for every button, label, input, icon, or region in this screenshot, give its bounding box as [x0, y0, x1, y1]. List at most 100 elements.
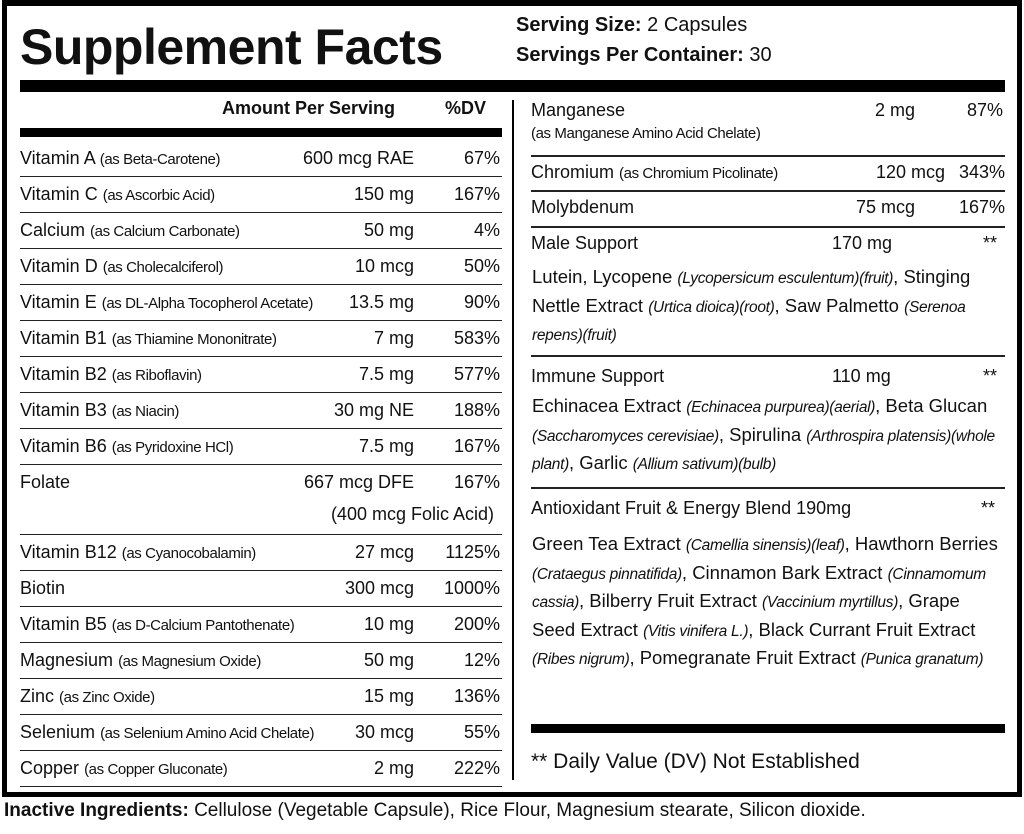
ingredient-latin: (Camellia sinensis)(leaf): [685, 537, 845, 554]
ingredient-latin: (Allium sativum)(bulb): [632, 456, 777, 473]
nutrient-amount: 15 mg: [363, 686, 414, 706]
nutrient-source: (as Magnesium Oxide): [118, 653, 261, 670]
nutrient-row: Calcium (as Calcium Carbonate) 50 mg 4%: [20, 212, 502, 249]
ingredient-latin: (Arthrospira platensis)(whole plant): [532, 427, 995, 474]
nutrient-name-group: Vitamin B5 (as D-Calcium Pantothenate): [20, 614, 295, 635]
nutrient-name-group: Vitamin A (as Beta-Carotene): [20, 148, 220, 169]
ingredient-latin: (Echinacea purpurea)(aerial): [686, 399, 876, 416]
nutrient-source: (as Chromium Picolinate): [619, 165, 778, 182]
nutrient-name: Chromium: [531, 162, 615, 182]
nutrient-name-group: Selenium (as Selenium Amino Acid Chelate…: [20, 722, 314, 743]
nutrient-source: (as Niacin): [111, 403, 180, 420]
nutrient-source: (as Beta-Carotene): [99, 151, 221, 168]
nutrient-row-chromium: Chromium (as Chromium Picolinate) 120 mc…: [531, 162, 1005, 190]
nutrient-amount: 30 mcg: [354, 722, 414, 742]
nutrient-name-group: Vitamin B3 (as Niacin): [20, 400, 179, 421]
nutrient-amount: 2 mg: [373, 758, 414, 778]
nutrient-name: Vitamin C: [20, 184, 98, 204]
nutrient-name-group: Vitamin B12 (as Cyanocobalamin): [20, 542, 256, 563]
nutrient-dv: 167%: [453, 184, 500, 204]
nutrient-amount: 7.5 mg: [358, 436, 414, 456]
nutrient-name-group: Folate: [20, 472, 70, 493]
nutrient-name: Molybdenum: [531, 197, 635, 217]
nutrient-dv: 188%: [453, 400, 500, 420]
label-frame: [2, 0, 1022, 797]
ingredient-name: Lutein, Lycopene: [532, 266, 678, 287]
dv-footnote: ** Daily Value (DV) Not Established: [531, 750, 860, 773]
nutrient-dv: 167%: [453, 472, 500, 492]
nutrient-name-group: Vitamin E (as DL-Alpha Tocopherol Acetat…: [20, 292, 313, 313]
blend-amount: 110 mg: [832, 366, 891, 386]
nutrient-source: (as Riboflavin): [111, 367, 202, 384]
nutrient-dv: 12%: [463, 650, 500, 670]
nutrient-dv: 167%: [453, 436, 500, 456]
header-divider-bar: [20, 128, 502, 137]
nutrient-amount: 10 mcg: [354, 256, 414, 276]
ingredient-separator: , Cinnamon Bark Extract: [681, 561, 888, 583]
ingredient-latin: (Ribes nigrum): [532, 651, 630, 668]
ingredient-separator: , Pomegranate Fruit Extract: [629, 647, 861, 668]
nutrient-dv: 343%: [958, 162, 1005, 182]
ingredient-separator: , Saw Palmetto: [774, 294, 905, 316]
nutrient-name: Vitamin A: [20, 148, 95, 168]
nutrient-dv: 577%: [453, 364, 500, 384]
inactive-ingredients: Inactive Ingredients: Cellulose (Vegetab…: [4, 800, 866, 822]
amount-header: Amount Per Serving: [222, 98, 396, 118]
blend-dv: **: [980, 498, 995, 518]
serving-size: Serving Size: 2 Capsules: [516, 14, 747, 37]
nutrient-row: Magnesium (as Magnesium Oxide) 50 mg 12%: [20, 642, 502, 679]
ingredient-separator: , Hawthorn Berries: [844, 533, 998, 554]
nutrient-source: (as Manganese Amino Acid Chelate): [531, 125, 761, 142]
ingredient-separator: , Garlic: [568, 452, 633, 473]
nutrient-amount: 75 mcg: [855, 197, 915, 217]
ingredient-latin: (Vaccinium myrtillus): [761, 594, 899, 611]
nutrient-row: Vitamin C (as Ascorbic Acid) 150 mg 167%: [20, 176, 502, 213]
nutrient-name-group: Vitamin D (as Cholecalciferol): [20, 256, 224, 277]
inactive-label: Inactive Ingredients:: [4, 800, 189, 821]
nutrient-name-group: Biotin: [20, 578, 65, 599]
nutrient-row: Vitamin B5 (as D-Calcium Pantothenate) 10…: [20, 606, 502, 643]
ingredient-separator: , Black Currant Fruit Extract: [748, 618, 976, 640]
blend-male-support: Male Support 170 mg **: [531, 233, 1005, 261]
nutrient-source: (as Zinc Oxide): [59, 689, 155, 706]
ingredient-latin: (Saccharomyces cerevisiae): [532, 427, 719, 445]
dv-header: %DV: [445, 98, 487, 118]
servings-per-container-label: Servings Per Container:: [516, 44, 744, 66]
nutrient-amount: 7 mg: [373, 328, 414, 348]
nutrient-name: Vitamin E: [20, 292, 97, 312]
nutrient-row: Vitamin D (as Cholecalciferol) 10 mcg 50%: [20, 248, 502, 285]
ingredient-latin: (Crataegus pinnatifida): [532, 565, 682, 583]
top-divider-bar: [20, 80, 1005, 92]
row-divider: [531, 487, 1005, 489]
nutrient-name: Vitamin B12: [20, 542, 117, 562]
blend-amount: 170 mg: [832, 233, 893, 253]
nutrient-dv: 167%: [958, 197, 1005, 217]
nutrient-name: Manganese: [531, 100, 626, 120]
nutrient-name-group: Vitamin B2 (as Riboflavin): [20, 364, 202, 385]
nutrient-row: Vitamin B12 (as Cyanocobalamin) 27 mcg 112…: [20, 534, 502, 571]
row-divider: [531, 226, 1005, 228]
blend-name: Male Support: [531, 233, 639, 253]
nutrient-source: (as Selenium Amino Acid Chelate): [100, 725, 315, 742]
ingredient-latin: (Lycopersicum esculentum)(fruit): [677, 270, 894, 287]
label-title: Supplement Facts: [20, 19, 443, 75]
nutrient-amount: 150 mg: [353, 184, 414, 204]
column-divider: [512, 100, 514, 780]
ingredient-separator: , Bilberry Fruit Extract: [579, 590, 762, 611]
nutrient-row: Vitamin B1 (as Thiamine Mononitrate) 7 mg…: [20, 320, 502, 357]
nutrient-row: Biotin 300 mcg 1000%: [20, 570, 502, 607]
immune-support-ingredients: Echinacea Extract (Echinacea purpurea)(a…: [532, 393, 1002, 479]
ingredient-latin: (Punica granatum): [860, 651, 984, 668]
serving-size-value: 2 Capsules: [647, 14, 748, 36]
nutrient-name-group: Calcium (as Calcium Carbonate): [20, 220, 240, 241]
ingredient-latin: (Serenoa repens)(fruit): [532, 298, 966, 345]
nutrient-dv: 87%: [966, 100, 1003, 120]
nutrient-row: Folate 667 mcg DFE 167% (400 mcg Folic Aci…: [20, 464, 502, 535]
nutrient-name-group: Magnesium (as Magnesium Oxide): [20, 650, 261, 671]
nutrient-name-group: Vitamin B1 (as Thiamine Mononitrate): [20, 328, 277, 349]
nutrient-name: Biotin: [20, 578, 66, 598]
nutrient-amount: 300 mcg: [344, 578, 414, 598]
nutrient-row: Vitamin B6 (as Pyridoxine HCl) 7.5 mg 167%: [20, 428, 502, 465]
ingredient-name: Green Tea Extract: [532, 533, 686, 554]
nutrient-note: (400 mcg Folic Acid): [330, 504, 494, 524]
